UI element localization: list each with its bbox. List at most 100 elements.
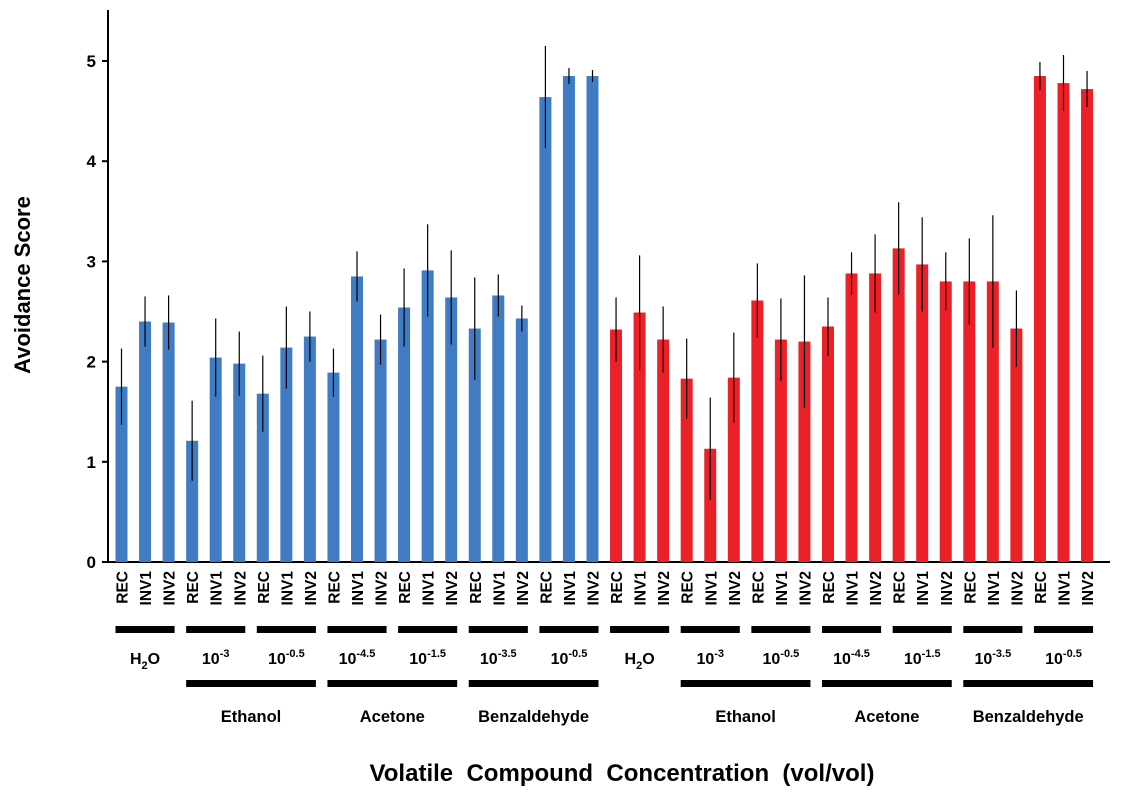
genotype-label: INV2	[374, 571, 391, 605]
group-bracket	[963, 626, 1023, 633]
genotype-label: REC	[538, 571, 555, 604]
genotype-label: INV2	[162, 571, 179, 605]
bar	[727, 377, 740, 562]
concentration-label: 10-4.5	[833, 648, 870, 668]
bar	[468, 328, 481, 562]
labels-layer: REC INV1 INV2 H2O REC INV1 INV2 10-3 REC INV1 INV2…	[115, 571, 1098, 726]
bar	[986, 281, 999, 562]
y-tick-label: 3	[87, 252, 96, 271]
bar	[892, 248, 905, 562]
compound-label: Benzaldehyde	[478, 708, 589, 726]
group-bracket	[1033, 626, 1094, 633]
genotype-label: INV2	[797, 571, 814, 605]
genotype-label: REC	[326, 571, 343, 604]
compound-label: Acetone	[360, 708, 425, 726]
concentration-label: 10-1.5	[904, 648, 941, 668]
genotype-label: INV2	[1009, 571, 1026, 605]
concentration-label: 10-0.5	[551, 648, 588, 668]
bar	[680, 378, 693, 562]
genotype-label: INV1	[1057, 571, 1074, 606]
bar	[916, 264, 929, 562]
y-tick-label: 0	[87, 553, 96, 572]
bar	[562, 76, 575, 562]
y-tick-label: 2	[87, 353, 96, 372]
bar	[798, 341, 811, 562]
y-tick-label: 5	[87, 52, 96, 71]
genotype-label: REC	[821, 571, 838, 604]
genotype-label: INV1	[633, 571, 650, 606]
genotype-label: INV1	[774, 571, 791, 606]
compound-bracket	[680, 680, 811, 687]
compound-label: Ethanol	[221, 708, 282, 726]
bar	[374, 339, 387, 562]
compound-bracket	[327, 680, 458, 687]
concentration-label: 10-1.5	[409, 648, 446, 668]
compound-bracket	[468, 680, 599, 687]
genotype-label: REC	[609, 571, 626, 604]
bar	[233, 363, 246, 562]
compound-label: Benzaldehyde	[973, 708, 1084, 726]
bar	[822, 326, 834, 562]
genotype-label: INV2	[727, 571, 744, 605]
bar	[657, 339, 670, 562]
concentration-label: 10-3.5	[974, 648, 1011, 668]
bar	[610, 329, 623, 562]
bar	[586, 76, 599, 562]
genotype-label: INV2	[444, 571, 461, 605]
bar	[256, 393, 269, 562]
bar	[633, 312, 646, 562]
group-bracket	[822, 626, 882, 633]
group-bracket	[751, 626, 811, 633]
group-bracket	[680, 626, 740, 633]
genotype-label: REC	[185, 571, 202, 604]
concentration-label: H2O	[625, 651, 655, 672]
genotype-label: REC	[468, 571, 485, 604]
bar	[939, 281, 952, 562]
genotype-label: INV2	[868, 571, 885, 605]
genotype-label: INV2	[939, 571, 956, 605]
group-bracket	[892, 626, 952, 633]
bar	[1010, 328, 1023, 562]
bar	[1081, 89, 1094, 562]
bar	[115, 386, 128, 562]
genotype-label: REC	[256, 571, 273, 604]
compound-bracket	[963, 680, 1094, 687]
bar	[774, 339, 787, 562]
genotype-label: INV1	[421, 571, 438, 606]
bar	[869, 273, 882, 562]
y-tick-label: 1	[87, 453, 96, 472]
group-bracket	[327, 626, 387, 633]
genotype-label: INV2	[656, 571, 673, 605]
genotype-label: INV2	[232, 571, 249, 605]
genotype-label: REC	[115, 571, 132, 604]
bar	[351, 276, 363, 562]
genotype-label: REC	[397, 571, 414, 604]
bar	[398, 307, 411, 562]
genotype-label: INV1	[915, 571, 932, 606]
concentration-label: 10-4.5	[339, 648, 376, 668]
bar	[280, 347, 293, 562]
concentration-label: 10-3	[202, 648, 230, 668]
compound-label: Ethanol	[715, 708, 776, 726]
group-bracket	[610, 626, 670, 633]
group-bracket	[186, 626, 246, 633]
bar	[1057, 83, 1070, 562]
bar	[515, 318, 528, 562]
genotype-label: REC	[892, 571, 909, 604]
group-bracket	[539, 626, 599, 633]
genotype-label: INV2	[515, 571, 532, 605]
x-axis-title: Volatile Compound Concentration (vol/vol…	[370, 760, 875, 787]
y-tick-label: 4	[87, 152, 97, 171]
bar	[209, 357, 222, 562]
genotype-label: INV2	[1080, 571, 1097, 605]
genotype-label: INV1	[703, 571, 720, 606]
bar	[421, 270, 434, 562]
compound-bracket	[186, 680, 316, 687]
genotype-label: INV1	[138, 571, 155, 606]
concentration-label: 10-3.5	[480, 648, 517, 668]
group-bracket	[115, 626, 175, 633]
bar	[704, 448, 717, 562]
genotype-label: INV1	[986, 571, 1003, 606]
y-axis-title: Avoidance Score	[10, 196, 35, 374]
